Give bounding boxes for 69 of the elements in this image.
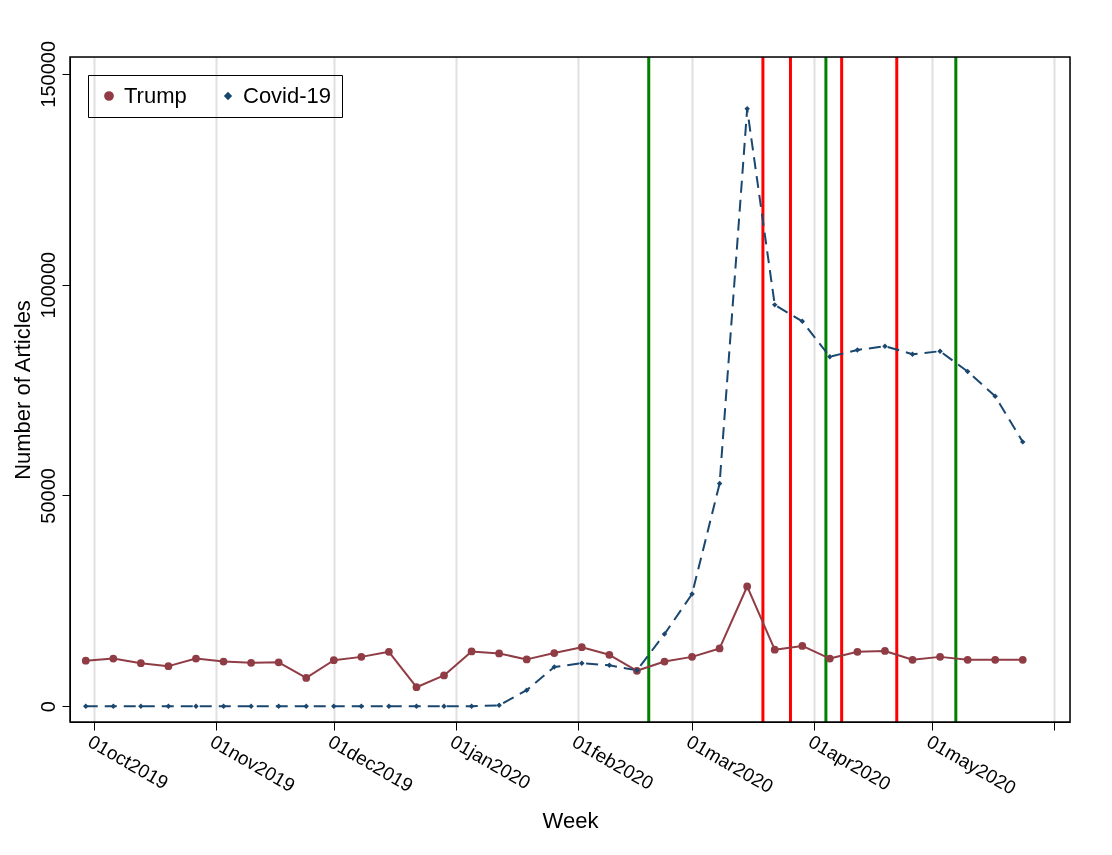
point <box>991 655 1000 664</box>
point <box>550 649 559 657</box>
point <box>908 655 917 664</box>
point <box>523 687 530 693</box>
point <box>799 318 806 325</box>
y-tick-label: 0 <box>36 701 59 713</box>
legend-label: Covid-19 <box>243 83 332 108</box>
point <box>385 647 393 656</box>
point <box>1020 439 1026 445</box>
y-tick-label: 150000 <box>36 40 59 108</box>
point <box>744 106 750 112</box>
point <box>386 703 392 709</box>
point <box>467 647 476 656</box>
point <box>579 660 585 666</box>
point <box>909 351 916 357</box>
point <box>827 353 833 360</box>
point <box>357 653 366 661</box>
point <box>606 662 613 669</box>
point <box>881 647 889 655</box>
point <box>798 642 807 650</box>
point <box>192 654 200 663</box>
point <box>496 702 502 709</box>
point <box>715 644 724 653</box>
point <box>992 393 998 400</box>
point <box>109 654 118 663</box>
point <box>577 643 586 652</box>
point <box>468 703 475 709</box>
point <box>825 654 834 663</box>
point <box>247 658 255 667</box>
point <box>743 582 752 591</box>
y-tick-label: 50000 <box>36 468 59 524</box>
point <box>770 645 779 654</box>
point <box>138 703 144 709</box>
point <box>274 658 283 667</box>
point <box>688 653 696 661</box>
point <box>936 653 944 661</box>
point <box>331 703 337 709</box>
y-tick-label: 100000 <box>36 251 59 319</box>
point <box>413 703 420 709</box>
point <box>853 647 862 656</box>
point <box>329 656 338 665</box>
point <box>963 655 972 664</box>
point <box>661 631 668 637</box>
point <box>358 703 365 709</box>
point <box>522 655 531 664</box>
point <box>220 703 227 709</box>
point <box>165 703 172 709</box>
point <box>937 348 943 354</box>
point <box>440 671 448 680</box>
point <box>412 683 421 692</box>
point <box>771 302 778 308</box>
point <box>495 649 504 658</box>
point <box>1018 655 1027 664</box>
point <box>275 703 282 709</box>
point <box>83 703 89 709</box>
point <box>136 659 145 668</box>
point <box>605 650 614 659</box>
point <box>302 674 311 682</box>
y-axis-title: Number of Articles <box>9 300 35 480</box>
point <box>248 703 254 709</box>
point <box>164 662 173 671</box>
point <box>303 703 309 709</box>
x-axis-title: Week <box>542 807 600 833</box>
legend-label: Trump <box>124 83 187 108</box>
point <box>219 657 228 666</box>
point <box>81 656 90 665</box>
point <box>110 703 117 709</box>
point <box>660 657 669 666</box>
point <box>854 347 861 353</box>
